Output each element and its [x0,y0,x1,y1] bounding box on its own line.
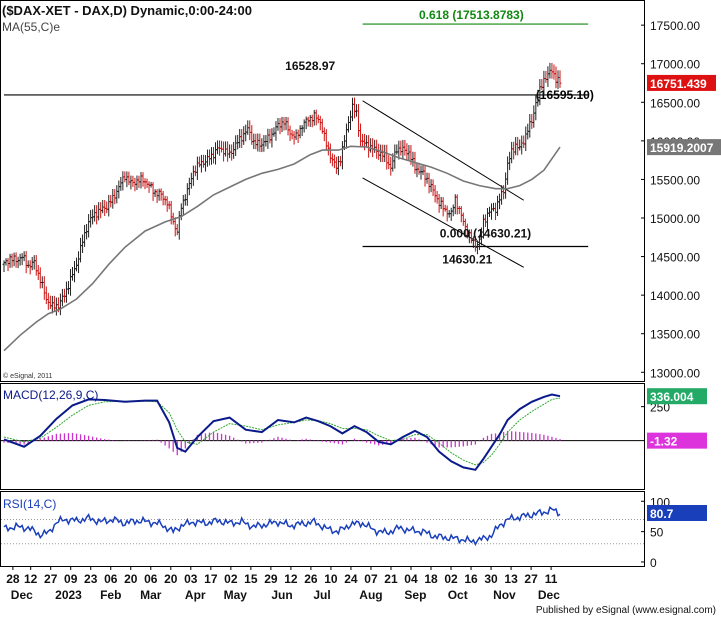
x-tick-label: 17 [204,572,218,586]
reference-line-label: 0.618 (17513.8783) [419,8,524,22]
x-month-label: 2023 [55,588,82,602]
macd-line [3,393,561,471]
x-month-label: Oct [448,588,468,602]
x-tick-label: 02 [444,572,458,586]
ma-legend: MA(55,C)e [2,20,60,34]
x-tick-label: 26 [304,572,318,586]
x-tick-label: 24 [344,572,358,586]
x-tick-label: 18 [424,572,438,586]
price-layer: 17500.0017000.0016500.0016000.0015500.00… [2,8,721,380]
price-tick-label: 15500.00 [650,173,700,187]
macd-title: MACD(12,26,9,C) [3,388,98,402]
rsi-last-label-bg [647,504,707,521]
x-month-label: Feb [100,588,121,602]
reference-line-label: (16595.10) [536,88,594,102]
x-month-label: Dec [538,588,560,602]
rsi-tick-label: 0 [650,556,657,570]
channel-line [362,177,524,268]
x-tick-label: 15 [244,572,258,586]
rsi-last-label: 80.7 [650,507,674,521]
axis-layer: 28 12 27 09 23 06 20 06 20 03 17 02 15 29 12 26 10 24 07 21… [6,566,560,602]
x-tick-label: 20 [164,572,178,586]
ma55-line [3,145,561,352]
x-tick-label: 27 [524,572,538,586]
x-month-label: May [224,588,248,602]
price-last-label-bg [647,74,716,91]
watermark: © eSignal, 2011 [3,372,53,380]
x-tick-label: 20 [124,572,138,586]
price-annotation: 0.000 (14630.21) [440,226,531,240]
price-last-label: 15919.2007 [650,141,714,155]
macd-last-label-bg [647,432,707,449]
x-month-label: Jun [271,588,292,602]
price-annotation: 14630.21 [442,253,492,267]
x-tick-label: 29 [264,572,278,586]
x-month-label: Mar [140,588,162,602]
x-tick-label: 02 [224,572,238,586]
price-last-label: 16751.439 [650,77,707,91]
channel-line [362,100,525,201]
x-tick-label: 13 [504,572,518,586]
x-month-label: Sep [404,588,426,602]
x-tick-label: 11 [545,572,558,586]
rsi-title: RSI(14,C) [3,497,56,511]
rsi-line [3,505,561,547]
price-tick-label: 17500.00 [650,19,700,33]
x-tick-label: 06 [104,572,118,586]
x-tick-label: 03 [184,572,198,586]
x-tick-label: 06 [144,572,158,586]
price-tick-label: 17000.00 [650,58,700,72]
x-tick-label: 04 [404,572,418,586]
price-tick-label: 16500.00 [650,96,700,110]
footer-credit: Published by eSignal (www.esignal.com) [536,605,716,616]
x-tick-label: 30 [484,572,498,586]
x-month-label: Apr [185,588,206,602]
price-panel [0,0,645,382]
x-tick-label: 23 [84,572,98,586]
x-tick-label: 21 [384,572,398,586]
x-month-label: Dec [11,588,33,602]
macd-last-label: -1.32 [650,435,678,449]
price-last-label-bg [647,139,721,156]
macd-last-label-bg [647,388,707,405]
price-annotation: 16528.97 [285,59,335,73]
price-tick-label: 13500.00 [650,328,700,342]
x-tick-label: 07 [364,572,378,586]
x-tick-label: 12 [284,572,298,586]
chart-title: ($DAX-XET - DAX,D) Dynamic,0:00-24:00 [2,3,252,18]
price-tick-label: 14500.00 [650,251,700,265]
x-tick-label: 10 [324,572,338,586]
rsi-tick-label: 50 [650,526,664,540]
x-tick-label: 09 [64,572,78,586]
x-month-label: Jul [313,588,330,602]
x-tick-label: 16 [464,572,478,586]
x-month-label: Nov [493,588,516,602]
x-tick-label: 27 [44,572,58,586]
price-tick-label: 14000.00 [650,289,700,303]
x-month-label: Aug [359,588,382,602]
x-tick-label: 12 [24,572,38,586]
macd-last-label: 336.004 [650,390,694,404]
x-tick-label: 28 [6,572,20,586]
price-tick-label: 13000.00 [650,366,700,380]
price-tick-label: 15000.00 [650,212,700,226]
